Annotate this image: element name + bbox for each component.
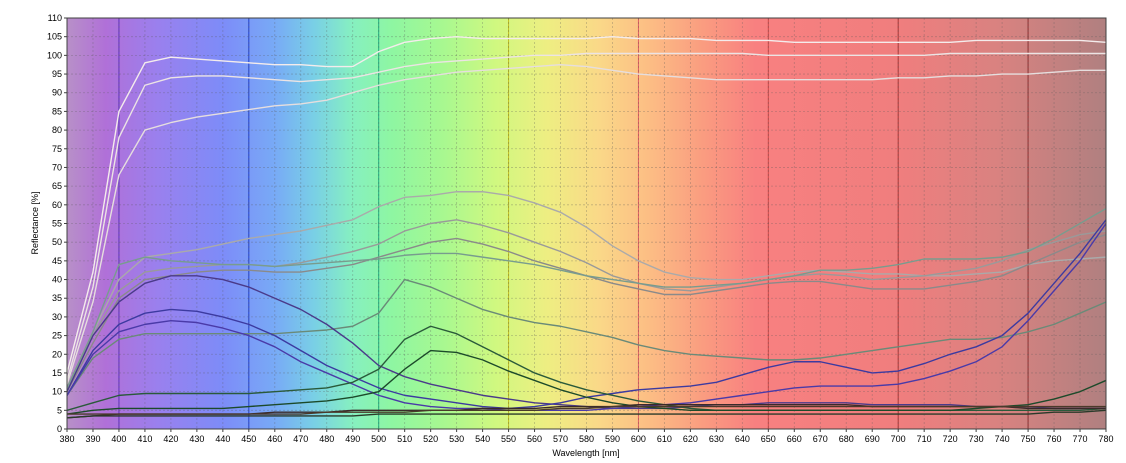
x-tick-label: 580 bbox=[579, 434, 594, 444]
y-tick-label: 90 bbox=[52, 88, 62, 98]
y-tick-label: 40 bbox=[52, 275, 62, 285]
y-axis-title: Reflectance [%] bbox=[30, 191, 40, 254]
y-tick-label: 50 bbox=[52, 237, 62, 247]
x-tick-label: 430 bbox=[189, 434, 204, 444]
x-tick-label: 550 bbox=[501, 434, 516, 444]
x-tick-label: 730 bbox=[969, 434, 984, 444]
y-tick-label: 105 bbox=[47, 32, 62, 42]
x-tick-label: 770 bbox=[1073, 434, 1088, 444]
x-tick-label: 450 bbox=[241, 434, 256, 444]
x-tick-label: 680 bbox=[839, 434, 854, 444]
x-axis: 380 390 400 410 420 430 440 450 460 470 480 490 500 5… bbox=[59, 429, 1114, 444]
x-tick-label: 650 bbox=[761, 434, 776, 444]
x-tick-label: 380 bbox=[59, 434, 74, 444]
y-tick-label: 60 bbox=[52, 200, 62, 210]
y-tick-label: 30 bbox=[52, 312, 62, 322]
y-tick-label: 35 bbox=[52, 293, 62, 303]
y-tick-label: 75 bbox=[52, 144, 62, 154]
x-tick-label: 590 bbox=[605, 434, 620, 444]
x-tick-label: 620 bbox=[683, 434, 698, 444]
x-axis-title: Wavelength [nm] bbox=[552, 448, 619, 458]
series-group bbox=[67, 35, 1106, 419]
spectrum-markers bbox=[118, 18, 1029, 429]
series-line-13 bbox=[67, 349, 1106, 415]
x-tick-label: 570 bbox=[553, 434, 568, 444]
x-tick-label: 670 bbox=[813, 434, 828, 444]
series-line-2 bbox=[67, 52, 1106, 381]
y-tick-label: 45 bbox=[52, 256, 62, 266]
x-tick-label: 700 bbox=[891, 434, 906, 444]
y-tick-label: 15 bbox=[52, 368, 62, 378]
y-tick-label: 5 bbox=[57, 405, 62, 415]
series-line-1 bbox=[67, 35, 1106, 374]
x-tick-label: 520 bbox=[423, 434, 438, 444]
x-tick-label: 480 bbox=[319, 434, 334, 444]
x-tick-label: 630 bbox=[709, 434, 724, 444]
x-tick-label: 720 bbox=[943, 434, 958, 444]
y-tick-label: 95 bbox=[52, 69, 62, 79]
x-tick-label: 690 bbox=[865, 434, 880, 444]
x-tick-label: 600 bbox=[631, 434, 646, 444]
x-tick-label: 500 bbox=[371, 434, 386, 444]
series-line-11 bbox=[67, 223, 1106, 412]
y-tick-label: 70 bbox=[52, 162, 62, 172]
y-tick-label: 25 bbox=[52, 331, 62, 341]
series-line-3 bbox=[67, 64, 1106, 385]
series-line-7 bbox=[67, 207, 1106, 389]
x-tick-label: 400 bbox=[111, 434, 126, 444]
x-tick-label: 490 bbox=[345, 434, 360, 444]
x-tick-label: 510 bbox=[397, 434, 412, 444]
y-axis: 0 5 10 15 20 25 30 35 40 45 50 55 60 65 70 75 80 85 90 95 10… bbox=[47, 13, 67, 434]
x-tick-label: 660 bbox=[787, 434, 802, 444]
y-tick-label: 80 bbox=[52, 125, 62, 135]
x-tick-label: 610 bbox=[657, 434, 672, 444]
y-tick-label: 55 bbox=[52, 219, 62, 229]
series-line-16 bbox=[67, 409, 1106, 419]
series-line-4 bbox=[67, 191, 1106, 389]
x-tick-label: 540 bbox=[475, 434, 490, 444]
x-tick-label: 440 bbox=[215, 434, 230, 444]
x-tick-label: 420 bbox=[163, 434, 178, 444]
x-tick-label: 740 bbox=[995, 434, 1010, 444]
x-tick-label: 760 bbox=[1047, 434, 1062, 444]
y-tick-label: 110 bbox=[48, 13, 62, 23]
x-tick-label: 710 bbox=[917, 434, 932, 444]
x-tick-label: 470 bbox=[293, 434, 308, 444]
x-tick-label: 530 bbox=[449, 434, 464, 444]
y-tick-label: 20 bbox=[52, 349, 62, 359]
x-tick-label: 640 bbox=[735, 434, 750, 444]
y-tick-label: 10 bbox=[52, 387, 62, 397]
series-line-15 bbox=[67, 405, 1106, 415]
y-tick-label: 0 bbox=[57, 424, 62, 434]
x-tick-label: 560 bbox=[527, 434, 542, 444]
x-tick-label: 780 bbox=[1098, 434, 1113, 444]
grid-lines bbox=[67, 18, 1106, 429]
y-tick-label: 65 bbox=[52, 181, 62, 191]
y-tick-label: 100 bbox=[47, 50, 62, 60]
x-tick-label: 460 bbox=[267, 434, 282, 444]
x-tick-label: 410 bbox=[137, 434, 152, 444]
x-tick-label: 750 bbox=[1021, 434, 1036, 444]
x-tick-label: 390 bbox=[85, 434, 100, 444]
y-tick-label: 85 bbox=[52, 106, 62, 116]
